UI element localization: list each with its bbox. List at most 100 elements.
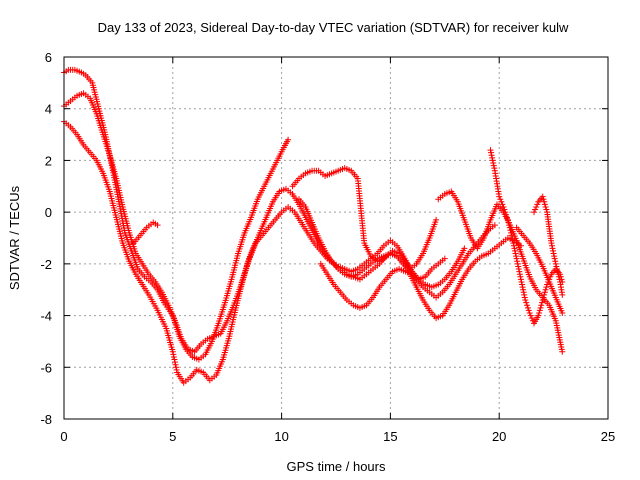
data-point bbox=[491, 222, 498, 229]
data-point bbox=[548, 242, 555, 249]
series-track-4 bbox=[296, 196, 524, 322]
data-point bbox=[556, 276, 563, 283]
data-point bbox=[173, 364, 180, 371]
plot-frame bbox=[63, 56, 609, 420]
data-point bbox=[548, 240, 555, 247]
data-point bbox=[507, 227, 514, 234]
data-point bbox=[491, 165, 498, 172]
data-point bbox=[550, 247, 557, 254]
series-track-6 bbox=[317, 245, 468, 311]
data-point bbox=[519, 284, 526, 291]
data-point bbox=[524, 304, 531, 311]
data-point bbox=[550, 250, 557, 257]
y-tick-label: 6 bbox=[45, 50, 52, 65]
data-point bbox=[285, 136, 292, 143]
data-point bbox=[496, 193, 503, 200]
data-points bbox=[61, 66, 566, 386]
y-tick-label: 0 bbox=[45, 205, 52, 220]
data-point bbox=[523, 299, 530, 306]
data-point bbox=[505, 219, 512, 226]
data-point bbox=[489, 154, 496, 161]
data-point bbox=[536, 307, 543, 314]
x-tick-label: 10 bbox=[274, 429, 288, 444]
data-point bbox=[539, 297, 546, 304]
data-point bbox=[537, 304, 544, 311]
data-point bbox=[506, 222, 513, 229]
data-point bbox=[532, 206, 539, 213]
y-tick-label: -8 bbox=[40, 412, 52, 427]
data-point bbox=[514, 260, 521, 267]
data-point bbox=[518, 278, 525, 285]
data-point bbox=[513, 253, 520, 260]
data-point bbox=[169, 348, 176, 355]
x-tick-label: 20 bbox=[492, 429, 506, 444]
data-point bbox=[508, 232, 515, 239]
data-point bbox=[519, 281, 526, 288]
data-point bbox=[528, 315, 535, 322]
data-point bbox=[490, 162, 497, 169]
data-point bbox=[553, 263, 560, 270]
data-point bbox=[521, 291, 528, 298]
data-point bbox=[461, 245, 468, 252]
data-point bbox=[534, 201, 541, 208]
data-point bbox=[514, 258, 521, 265]
data-point bbox=[510, 240, 517, 247]
data-point bbox=[499, 201, 506, 208]
data-point bbox=[515, 266, 522, 273]
data-point bbox=[539, 193, 546, 200]
data-point bbox=[490, 160, 497, 167]
data-point bbox=[559, 348, 566, 355]
data-point bbox=[552, 260, 559, 267]
y-axis-label: SDTVAR / TECUs bbox=[7, 185, 22, 290]
data-point bbox=[559, 291, 566, 298]
data-point bbox=[538, 299, 545, 306]
data-point bbox=[535, 312, 542, 319]
data-point bbox=[433, 216, 440, 223]
data-point bbox=[504, 214, 511, 221]
data-point bbox=[504, 216, 511, 223]
data-point bbox=[170, 353, 177, 360]
data-point bbox=[506, 224, 513, 231]
data-point bbox=[522, 297, 529, 304]
data-point bbox=[555, 273, 562, 280]
data-point bbox=[489, 157, 496, 164]
data-point bbox=[541, 198, 548, 205]
data-point bbox=[488, 149, 495, 156]
data-point bbox=[525, 307, 532, 314]
data-point bbox=[512, 250, 519, 257]
data-point bbox=[543, 284, 550, 291]
data-point bbox=[520, 286, 527, 293]
x-tick-label: 25 bbox=[601, 429, 615, 444]
x-tick-label: 5 bbox=[169, 429, 176, 444]
data-point bbox=[511, 247, 518, 254]
data-point bbox=[551, 253, 558, 260]
data-point bbox=[520, 289, 527, 296]
data-point bbox=[501, 206, 508, 213]
data-point bbox=[554, 268, 561, 275]
data-point bbox=[551, 255, 558, 262]
data-point bbox=[509, 235, 516, 241]
data-point bbox=[487, 147, 494, 154]
data-point bbox=[513, 255, 520, 262]
data-point bbox=[170, 351, 177, 358]
data-point bbox=[552, 258, 559, 265]
data-point bbox=[441, 255, 448, 262]
series-track-2 bbox=[61, 118, 448, 386]
data-point bbox=[488, 152, 495, 159]
data-point bbox=[497, 196, 504, 203]
data-point bbox=[543, 206, 550, 213]
axis-ticks: 0 5 10 15 20 25 -8 -6 -4 -2 0 2 4 6 bbox=[40, 50, 615, 444]
data-point bbox=[531, 209, 538, 216]
data-point bbox=[516, 271, 523, 278]
data-point bbox=[516, 268, 523, 275]
data-point bbox=[517, 276, 524, 283]
x-tick-label: 0 bbox=[60, 429, 67, 444]
data-point bbox=[554, 266, 561, 273]
data-point bbox=[502, 209, 509, 216]
data-point bbox=[549, 245, 556, 252]
data-point bbox=[503, 211, 510, 218]
data-point bbox=[511, 245, 518, 252]
data-point bbox=[541, 289, 548, 296]
data-point bbox=[509, 237, 516, 244]
